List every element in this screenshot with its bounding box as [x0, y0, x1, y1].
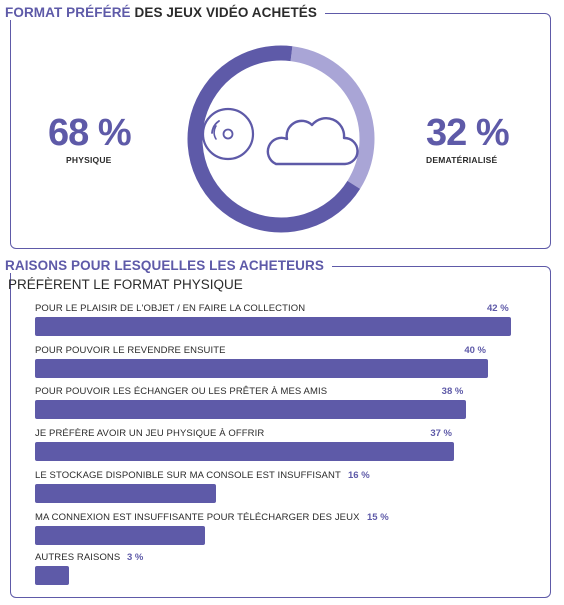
bar-value-label: 40 %: [464, 345, 486, 356]
physique-label: PHYSIQUE: [66, 155, 112, 165]
top-header-rest: DES JEUX VIDÉO ACHETÉS: [134, 5, 318, 20]
bar: [35, 359, 489, 378]
bar: [35, 442, 455, 461]
bar-label: LE STOCKAGE DISPONIBLE SUR MA CONSOLE ES…: [35, 470, 341, 481]
bar-label: POUR POUVOIR LES ÉCHANGER OU LES PRÊTER …: [35, 386, 328, 397]
bar-label: AUTRES RAISONS: [35, 552, 121, 563]
bar: [35, 484, 217, 503]
bar-label: JE PRÉFÈRE AVOIR UN JEU PHYSIQUE À OFFRI…: [35, 428, 265, 439]
bar-label: POUR POUVOIR LE REVENDRE ENSUITE: [35, 345, 226, 356]
donut-slice-dematerialise: [290, 46, 375, 189]
bar-label: POUR LE PLAISIR DE L'OBJET / EN FAIRE LA…: [35, 303, 306, 314]
format-donut-chart: [187, 45, 375, 233]
bar: [35, 317, 511, 336]
bar-label: MA CONNEXION EST INSUFFISANTE POUR TÉLÉC…: [35, 512, 360, 523]
bar-value-label: 42 %: [487, 303, 509, 314]
donut-slice-physique: [187, 45, 361, 233]
cloud-icon: [266, 117, 359, 166]
bar-value-label: 3 %: [127, 552, 144, 563]
top-section-header: FORMAT PRÉFÉRÉ DES JEUX VIDÉO ACHETÉS: [5, 5, 326, 20]
physique-percentage: 68 %: [48, 112, 132, 154]
bar-value-label: 16 %: [348, 470, 370, 481]
bar: [35, 526, 205, 545]
bar-value-label: 37 %: [430, 428, 452, 439]
bar-value-label: 38 %: [441, 386, 464, 397]
disc-icon: [201, 107, 255, 161]
bar: [35, 566, 69, 585]
reasons-subheader: PRÉFÈRENT LE FORMAT PHYSIQUE: [8, 277, 243, 292]
reasons-header: RAISONS POUR LESQUELLES LES ACHETEURS: [5, 258, 332, 273]
bar-value-label: 15 %: [367, 512, 389, 523]
bar: [35, 400, 466, 419]
demat-percentage: 32 %: [426, 112, 510, 154]
top-header-accent: FORMAT PRÉFÉRÉ: [5, 5, 131, 20]
demat-label: DEMATÉRIALISÉ: [426, 155, 498, 165]
